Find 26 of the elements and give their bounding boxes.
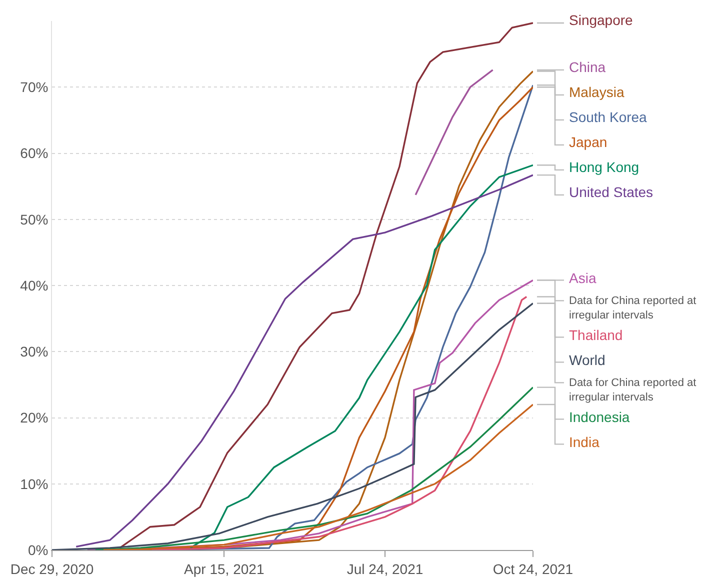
y-tick-label: 0% xyxy=(28,542,48,558)
text: Malaysia xyxy=(569,84,624,100)
y-tick-label: 50% xyxy=(20,211,48,228)
y-tick-label: 10% xyxy=(20,476,48,492)
x-tick-label: Jul 24, 2021 xyxy=(346,560,424,577)
annotation: Data for China reported at irregular intervals xyxy=(569,377,696,404)
text: Japan xyxy=(569,134,608,150)
text: Hong Kong xyxy=(569,159,640,175)
text: United States xyxy=(569,184,654,200)
text: China xyxy=(569,59,606,75)
y-tick-label: 60% xyxy=(20,145,48,162)
x-tick-label: Dec 29, 2020 xyxy=(10,560,94,577)
y-tick-label: 40% xyxy=(20,277,48,294)
text: World xyxy=(569,352,606,368)
text: South Korea xyxy=(569,109,648,125)
text: Thailand xyxy=(569,327,623,343)
y-tick-label: 20% xyxy=(20,410,48,426)
y-tick-label: 30% xyxy=(20,344,48,360)
text: Singapore xyxy=(569,12,634,28)
y-tick-label: 70% xyxy=(20,79,48,96)
text: Asia xyxy=(569,270,596,286)
text: India xyxy=(569,434,600,450)
x-tick-label: Apr 15, 2021 xyxy=(184,560,264,577)
annotation: Data for China reported at irregular intervals xyxy=(569,295,696,322)
x-tick-label: Oct 24, 2021 xyxy=(492,560,574,577)
text: Indonesia xyxy=(569,409,630,425)
